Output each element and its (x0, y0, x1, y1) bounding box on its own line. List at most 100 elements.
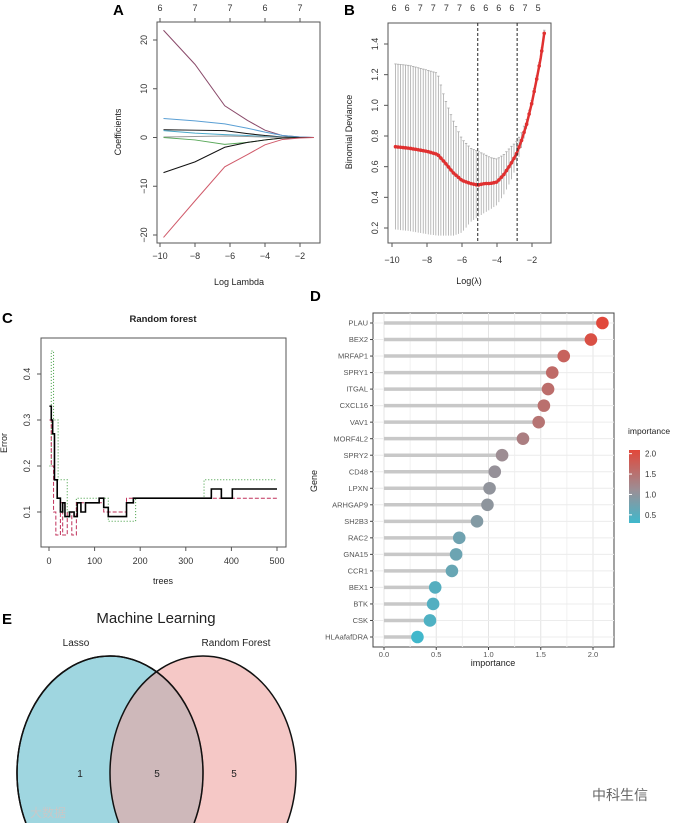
a-coef-path-path7 (163, 137, 314, 174)
b-top-label: 6 (405, 3, 410, 13)
a-toptick-label: 6 (262, 3, 267, 13)
d-legend-label: 2.0 (645, 450, 657, 459)
b-ytick-label: 1.4 (370, 38, 380, 51)
b-xtick-label: −2 (527, 255, 537, 265)
b-top-label: 6 (470, 3, 475, 13)
d-gene-label: CSK (353, 616, 368, 625)
d-gene-label: RAC2 (348, 533, 368, 542)
a-plot-frame (156, 21, 321, 244)
a-toptick-label: 7 (297, 3, 302, 13)
b-top-label: 6 (509, 3, 514, 13)
d-gene-label: CXCL16 (340, 401, 368, 410)
d-xlabel: importance (471, 658, 516, 668)
b-top-label: 7 (431, 3, 436, 13)
d-lollipop-dot (537, 399, 551, 412)
b-ytick-label: 0.8 (370, 130, 380, 143)
b-top-label: 6 (496, 3, 501, 13)
b-plot-frame (387, 22, 552, 244)
panel-label-c: C (2, 310, 13, 327)
d-gene-label: SH2B3 (344, 517, 368, 526)
venn-count-intersection: 5 (154, 769, 160, 780)
venn-count-lasso-only: 1 (77, 769, 83, 780)
a-xtick-label: −2 (295, 251, 305, 261)
d-lollipop-dot (532, 415, 545, 429)
c-ylabel: Error (0, 433, 9, 453)
d-lollipop-dot (449, 548, 463, 561)
d-lollipop-dot (596, 316, 609, 330)
c-xtick-label: 0 (46, 556, 51, 566)
a-ylabel: Coefficients (113, 108, 123, 155)
a-ytick-label: 0 (139, 135, 149, 140)
d-lollipop-dot (584, 333, 598, 346)
d-gene-label: SPRY2 (344, 451, 368, 460)
d-xtick-label: 2.0 (588, 650, 598, 659)
d-lollipop-dot (495, 448, 509, 462)
d-lollipop-dot (426, 597, 440, 611)
c-xlabel: trees (153, 576, 174, 586)
d-gene-label: BEX1 (349, 583, 368, 592)
d-lollipop-dot (452, 531, 466, 545)
c-xtick-label: 500 (269, 556, 284, 566)
d-legend-label: 1.0 (645, 490, 657, 499)
a-xtick-label: −8 (190, 251, 200, 261)
b-ylabel: Binomial Deviance (344, 95, 354, 170)
b-xlabel: Log(λ) (456, 276, 482, 286)
panel-label-b: B (344, 2, 355, 19)
a-coef-path-path1 (163, 29, 315, 138)
a-toptick-label: 6 (157, 3, 162, 13)
d-lollipop-dot (541, 382, 555, 396)
c-error-line-OOB (49, 405, 277, 518)
b-top-label: 6 (483, 3, 488, 13)
b-top-label: 7 (444, 3, 449, 13)
d-xtick-label: 0.5 (431, 650, 441, 659)
b-mean-line (395, 33, 546, 187)
panel-label-e: E (2, 611, 12, 628)
b-ytick-label: 1.0 (370, 99, 380, 112)
d-gene-label: ITGAL (346, 385, 368, 394)
d-lollipop-dot (428, 581, 442, 594)
panel-label-d: D (310, 288, 321, 305)
d-legend-label: 1.5 (645, 470, 657, 479)
a-xlabel: Log Lambda (214, 277, 264, 287)
d-lollipop-dot (411, 630, 424, 644)
b-ytick-label: 1.2 (370, 68, 380, 81)
c-xtick-label: 200 (133, 556, 148, 566)
e-title: Machine Learning (96, 610, 215, 627)
d-gene-label: HLAafafDRA (325, 633, 368, 642)
venn-circle-random-forest (109, 655, 297, 823)
d-lollipop-dot (516, 432, 530, 445)
b-xtick-label: −8 (422, 255, 432, 265)
a-xtick-label: −10 (152, 251, 167, 261)
d-colorbar (629, 450, 640, 523)
d-xtick-label: 1.0 (483, 650, 493, 659)
venn-outline-lasso (16, 655, 204, 823)
a-toptick-label: 7 (192, 3, 197, 13)
c-ytick-label: 0.2 (22, 460, 32, 473)
a-toptick-label: 7 (227, 3, 232, 13)
panel-label-a: A (113, 2, 124, 19)
d-plot-frame (372, 312, 615, 648)
c-ytick-label: 0.1 (22, 506, 32, 519)
d-lollipop-dot (557, 349, 571, 363)
d-gene-label: MRFAP1 (338, 352, 368, 361)
b-xtick-label: −6 (457, 255, 467, 265)
a-ytick-label: −20 (139, 227, 149, 242)
a-coef-path-path2 (163, 117, 315, 138)
d-gene-label: CCR1 (348, 566, 368, 575)
d-gene-label: SPRY1 (344, 368, 368, 377)
b-top-label: 7 (418, 3, 423, 13)
c-ytick-label: 0.3 (22, 414, 32, 427)
a-xtick-label: −6 (225, 251, 235, 261)
d-ylabel: Gene (309, 470, 319, 492)
c-plot-frame (40, 337, 287, 548)
a-xtick-label: −4 (260, 251, 270, 261)
e-set-label-rf: Random Forest (202, 638, 271, 649)
b-top-label: 5 (536, 3, 541, 13)
d-legend-label: 0.5 (645, 511, 657, 520)
d-lollipop-dot (488, 465, 502, 479)
a-ytick-label: −10 (139, 179, 149, 194)
d-lollipop-dot (483, 481, 496, 495)
c-xtick-label: 100 (87, 556, 102, 566)
